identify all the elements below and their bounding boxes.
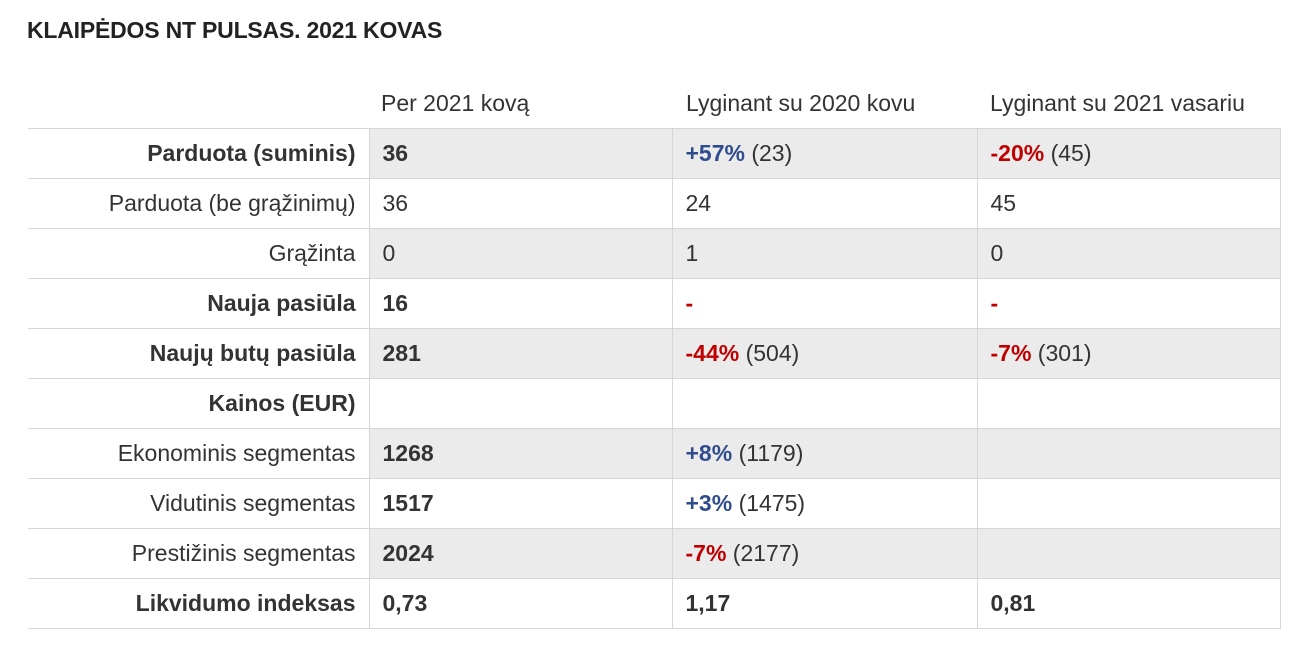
table-row: Grąžinta 0 1 0 — [28, 228, 1281, 279]
row-label: Grąžinta — [268, 240, 356, 266]
change-cell: -7% (2177) — [671, 528, 977, 579]
value-cell: 45 — [976, 178, 1281, 229]
row-label: Nauja pasiūla — [207, 290, 356, 316]
change-cell: -7% (301) — [976, 328, 1281, 379]
table-row: Naujų butų pasiūla 281 -44% (504) -7% (3… — [28, 328, 1281, 379]
column-header-vs-2020-kovu: Lyginant su 2020 kovu — [686, 90, 916, 116]
table-row: Nauja pasiūla 16 - - — [28, 278, 1281, 329]
page-title: KLAIPĖDOS NT PULSAS. 2021 KOVAS — [27, 17, 443, 43]
value-cell: 0,81 — [976, 578, 1281, 629]
empty-cell — [671, 378, 977, 429]
column-header-vs-2021-vasariu: Lyginant su 2021 vasariu — [990, 90, 1245, 116]
change-cell: +3% (1475) — [671, 478, 977, 529]
table-row: Ekonominis segmentas 1268 +8% (1179) — [28, 428, 1281, 479]
previous-value: (23) — [751, 140, 793, 166]
value-cell: 281 — [368, 328, 672, 379]
table-row: Vidutinis segmentas 1517 +3% (1475) — [28, 478, 1281, 529]
change-value: -7% — [990, 340, 1032, 366]
row-label: Ekonominis segmentas — [117, 440, 356, 466]
previous-value: (1475) — [738, 490, 806, 516]
change-cell: -20% (45) — [976, 128, 1281, 179]
change-cell: - — [976, 278, 1281, 329]
value-cell: 16 — [368, 278, 672, 329]
previous-value: (504) — [745, 340, 800, 366]
previous-value: (301) — [1037, 340, 1092, 366]
change-value: -7% — [685, 540, 727, 566]
value-cell: 1268 — [368, 428, 672, 479]
value-cell: 1,17 — [671, 578, 977, 629]
table-row: Parduota (suminis) 36 +57% (23) -20% (45… — [28, 128, 1281, 179]
table-row: Kainos (EUR) — [28, 378, 1281, 429]
table-row: Parduota (be grąžinimų) 36 24 45 — [28, 178, 1281, 229]
row-label: Parduota (be grąžinimų) — [108, 190, 356, 216]
value-cell: 0 — [976, 228, 1281, 279]
change-value: -44% — [685, 340, 740, 366]
value-cell: 1517 — [368, 478, 672, 529]
empty-cell — [976, 478, 1281, 529]
value-cell: 36 — [368, 128, 672, 179]
pulse-table: Parduota (suminis) 36 +57% (23) -20% (45… — [28, 128, 1281, 629]
change-value: +8% — [685, 440, 733, 466]
value-cell: 36 — [368, 178, 672, 229]
row-label: Kainos (EUR) — [208, 390, 356, 416]
empty-cell — [976, 428, 1281, 479]
row-label: Likvidumo indeksas — [135, 590, 356, 616]
table-row: Prestižinis segmentas 2024 -7% (2177) — [28, 528, 1281, 579]
change-value: +3% — [685, 490, 733, 516]
previous-value: (1179) — [738, 440, 804, 466]
change-cell: -44% (504) — [671, 328, 977, 379]
previous-value: (2177) — [732, 540, 800, 566]
change-cell: +57% (23) — [671, 128, 977, 179]
table-row: Likvidumo indeksas 0,73 1,17 0,81 — [28, 578, 1281, 629]
row-label: Prestižinis segmentas — [131, 540, 356, 566]
change-value: - — [990, 290, 999, 316]
row-label: Vidutinis segmentas — [150, 490, 356, 516]
value-cell: 2024 — [368, 528, 672, 579]
value-cell: 0 — [368, 228, 672, 279]
empty-cell — [976, 378, 1281, 429]
change-value: +57% — [685, 140, 745, 166]
change-value: - — [685, 290, 694, 316]
value-cell: 24 — [671, 178, 977, 229]
column-header-per-2021-kova: Per 2021 kovą — [381, 90, 530, 116]
change-cell: +8% (1179) — [671, 428, 977, 479]
row-label: Naujų butų pasiūla — [149, 340, 356, 366]
change-value: -20% — [990, 140, 1045, 166]
value-cell: 1 — [671, 228, 977, 279]
previous-value: (45) — [1050, 140, 1092, 166]
change-cell: - — [671, 278, 977, 329]
empty-cell — [368, 378, 672, 429]
value-cell: 0,73 — [368, 578, 672, 629]
row-label: Parduota (suminis) — [147, 140, 356, 166]
empty-cell — [976, 528, 1281, 579]
